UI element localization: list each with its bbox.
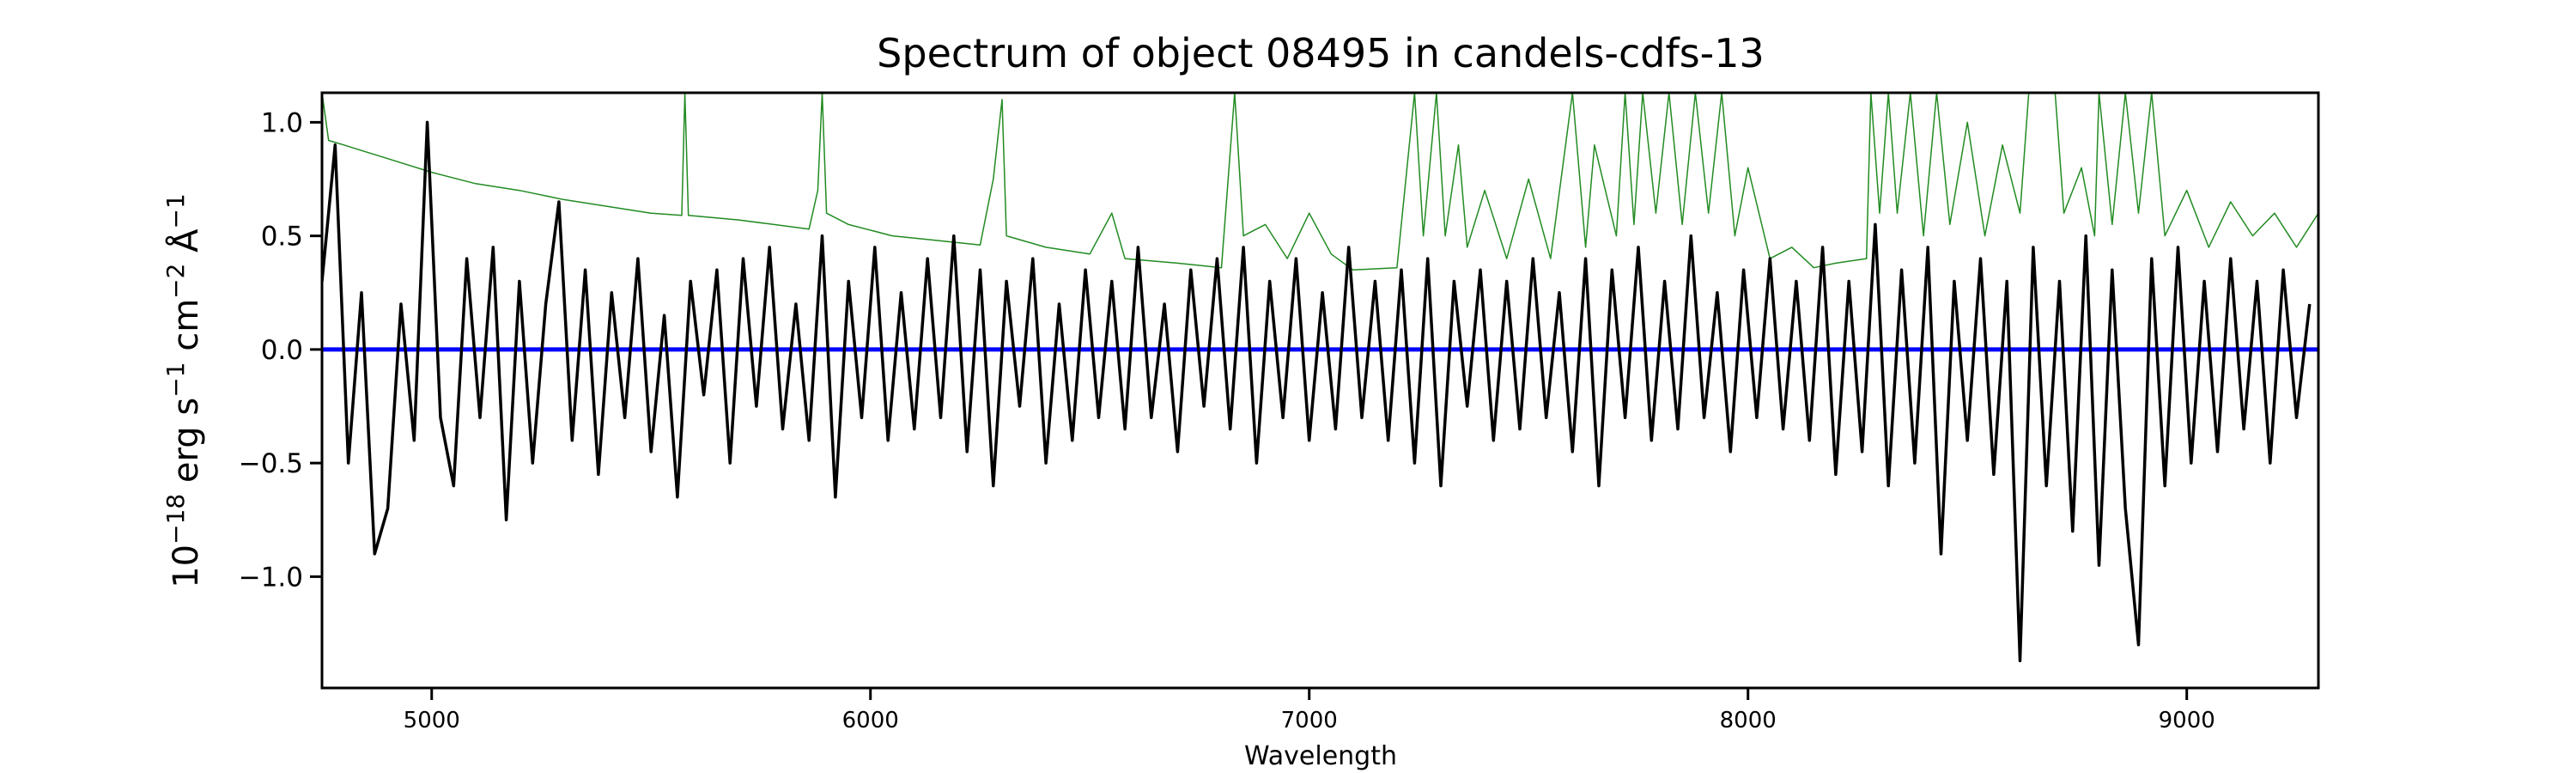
flux-series-line [322,120,2312,663]
y-tick-label: 1.0 [261,107,303,138]
y-axis-label: 10−18 erg s−1 cm−2 Å−1 [161,193,206,588]
x-tick-label: 6000 [842,708,899,733]
y-label-exp: −18 [161,494,190,545]
y-label-exp: −2 [161,264,190,299]
y-label-text: cm [167,299,206,362]
plot-area [322,93,2318,663]
y-label-base: 10 [167,545,206,588]
y-label-exp: −1 [161,193,190,228]
y-axis: −1.0 −0.5 0.0 0.5 1.0 [239,107,322,593]
error-series-line [322,93,2318,271]
y-label-exp: −1 [161,362,190,398]
y-tick-label: 0.5 [261,222,303,253]
y-tick-label: −1.0 [239,562,303,593]
x-tick-label: 7000 [1281,708,1338,733]
x-tick-label: 9000 [2159,708,2215,733]
axes-frame [320,91,2320,690]
y-label-text: erg s [167,398,206,494]
x-axis-label: Wavelength [1244,741,1397,771]
chart-title: Spectrum of object 08495 in candels-cdfs… [877,30,1765,76]
y-tick-label: 0.0 [261,335,303,366]
y-label-text: Å [165,228,206,264]
y-tick-label: −0.5 [239,448,303,479]
x-tick-label: 8000 [1720,708,1777,733]
x-axis: 5000 6000 7000 8000 9000 [404,688,2215,733]
x-tick-label: 5000 [404,708,460,733]
